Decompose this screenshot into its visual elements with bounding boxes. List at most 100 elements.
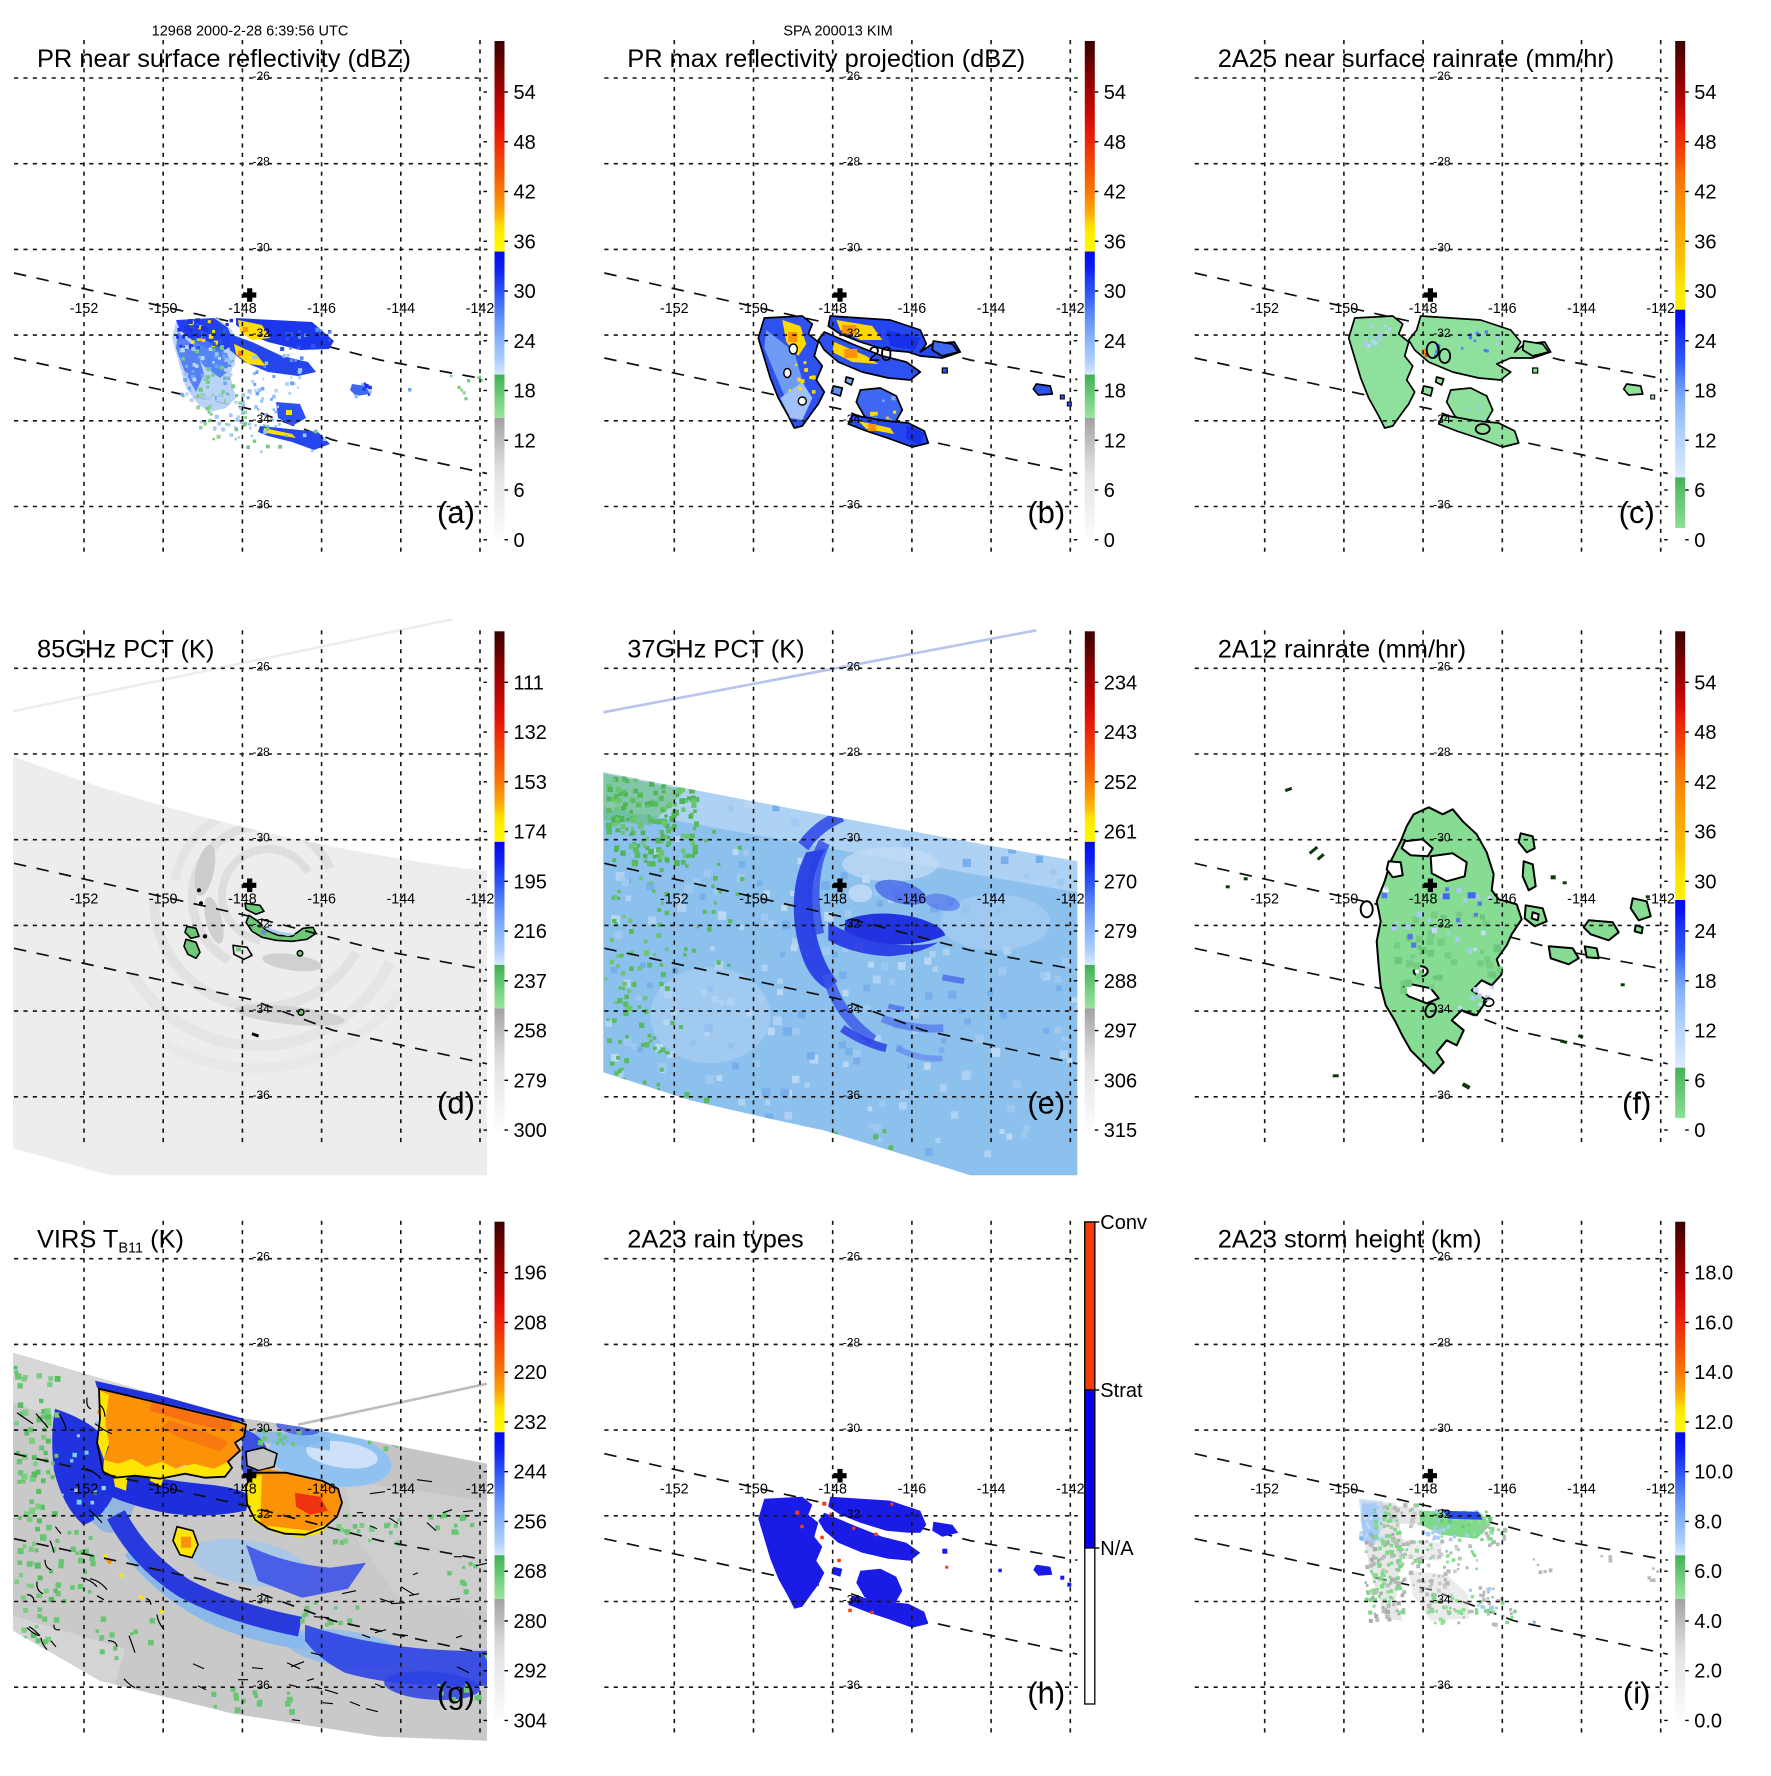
svg-text:-26: -26 — [253, 1250, 271, 1264]
svg-text:42: 42 — [1694, 182, 1716, 204]
svg-text:36: 36 — [1104, 231, 1126, 253]
svg-text:-142: -142 — [1646, 891, 1675, 907]
svg-text:-26: -26 — [843, 659, 861, 673]
svg-text:258: 258 — [514, 1021, 547, 1043]
svg-text:54: 54 — [1694, 82, 1716, 104]
svg-text:111: 111 — [514, 672, 544, 694]
svg-text:24: 24 — [1694, 921, 1716, 943]
svg-text:-146: -146 — [307, 1482, 336, 1498]
svg-text:234: 234 — [1104, 672, 1137, 694]
svg-text:30: 30 — [1104, 281, 1126, 303]
svg-text:12: 12 — [1104, 430, 1126, 452]
svg-text:0: 0 — [1104, 530, 1115, 552]
svg-text:174: 174 — [514, 822, 547, 844]
svg-text:-152: -152 — [1250, 301, 1279, 317]
svg-text:36: 36 — [1694, 231, 1716, 253]
svg-text:-152: -152 — [660, 1482, 689, 1498]
svg-text:-34: -34 — [843, 412, 861, 426]
svg-text:196: 196 — [514, 1263, 547, 1285]
svg-text:54: 54 — [1694, 672, 1716, 694]
svg-text:(h): (h) — [1027, 1676, 1065, 1711]
svg-text:24: 24 — [1694, 331, 1716, 353]
svg-text:(b): (b) — [1027, 495, 1065, 530]
svg-text:24: 24 — [1104, 331, 1126, 353]
svg-text:270: 270 — [1104, 871, 1137, 893]
svg-text:-36: -36 — [843, 1678, 861, 1692]
svg-text:-36: -36 — [253, 1088, 271, 1102]
svg-text:SPA 200013 KIM: SPA 200013 KIM — [783, 24, 892, 40]
svg-text:37GHz PCT (K): 37GHz PCT (K) — [627, 635, 804, 663]
svg-text:-148: -148 — [818, 1482, 847, 1498]
svg-text:-152: -152 — [70, 1482, 99, 1498]
svg-text:(f): (f) — [1622, 1085, 1651, 1120]
svg-text:-34: -34 — [253, 1002, 271, 1016]
svg-text:-152: -152 — [660, 891, 689, 907]
svg-text:279: 279 — [1104, 921, 1137, 943]
svg-text:-28: -28 — [843, 155, 861, 169]
svg-text:292: 292 — [514, 1661, 547, 1683]
svg-text:36: 36 — [1694, 822, 1716, 844]
svg-text:2.0: 2.0 — [1694, 1661, 1722, 1683]
svg-text:12: 12 — [1694, 1021, 1716, 1043]
svg-text:-150: -150 — [739, 301, 768, 317]
svg-text:-32: -32 — [1433, 1507, 1451, 1521]
svg-text:0: 0 — [1694, 1120, 1705, 1142]
svg-text:(e): (e) — [1027, 1085, 1065, 1120]
svg-text:-150: -150 — [149, 301, 178, 317]
svg-text:36: 36 — [514, 231, 536, 253]
svg-text:-152: -152 — [1250, 1482, 1279, 1498]
svg-text:-146: -146 — [1488, 1482, 1517, 1498]
svg-text:-34: -34 — [843, 1593, 861, 1607]
svg-text:-28: -28 — [253, 745, 271, 759]
svg-text:12968 2000-2-28 6:39:56 UTC: 12968 2000-2-28 6:39:56 UTC — [152, 24, 349, 40]
svg-text:(g): (g) — [437, 1676, 475, 1711]
svg-text:-142: -142 — [1646, 301, 1675, 317]
svg-text:297: 297 — [1104, 1021, 1137, 1043]
svg-text:304: 304 — [514, 1710, 547, 1732]
svg-text:12.0: 12.0 — [1694, 1412, 1733, 1434]
svg-text:-146: -146 — [1488, 891, 1517, 907]
svg-text:42: 42 — [514, 182, 536, 204]
svg-text:42: 42 — [1694, 772, 1716, 794]
svg-text:132: 132 — [514, 722, 547, 744]
svg-text:-150: -150 — [149, 891, 178, 907]
svg-text:-144: -144 — [977, 301, 1006, 317]
svg-text:-150: -150 — [739, 891, 768, 907]
svg-text:-146: -146 — [898, 891, 927, 907]
svg-text:48: 48 — [1694, 722, 1716, 744]
svg-text:6: 6 — [1694, 480, 1705, 502]
svg-text:-32: -32 — [1433, 916, 1451, 930]
svg-text:-32: -32 — [1433, 326, 1451, 340]
svg-text:16.0: 16.0 — [1694, 1312, 1733, 1334]
svg-text:10.0: 10.0 — [1694, 1462, 1733, 1484]
svg-text:232: 232 — [514, 1412, 547, 1434]
svg-text:256: 256 — [514, 1511, 547, 1533]
svg-text:6: 6 — [1694, 1070, 1705, 1092]
svg-text:-36: -36 — [843, 498, 861, 512]
svg-text:-148: -148 — [818, 301, 847, 317]
svg-text:-148: -148 — [1409, 301, 1438, 317]
svg-text:-148: -148 — [228, 1482, 257, 1498]
svg-text:18: 18 — [1694, 971, 1716, 993]
svg-text:-30: -30 — [1433, 1421, 1451, 1435]
svg-text:2A23 storm height (km): 2A23 storm height (km) — [1218, 1226, 1482, 1254]
svg-text:-152: -152 — [70, 301, 99, 317]
svg-text:-34: -34 — [1433, 1002, 1451, 1016]
svg-text:-150: -150 — [1330, 891, 1359, 907]
svg-text:6: 6 — [1104, 480, 1115, 502]
svg-text:-144: -144 — [1567, 891, 1596, 907]
svg-text:-36: -36 — [253, 1678, 271, 1692]
svg-text:Strat: Strat — [1100, 1380, 1143, 1402]
svg-text:-142: -142 — [1646, 1482, 1675, 1498]
svg-text:54: 54 — [1104, 82, 1126, 104]
svg-text:-30: -30 — [843, 240, 861, 254]
svg-text:(c): (c) — [1619, 495, 1655, 530]
svg-text:216: 216 — [514, 921, 547, 943]
svg-text:-152: -152 — [70, 891, 99, 907]
svg-text:261: 261 — [1104, 822, 1137, 844]
svg-text:-142: -142 — [1056, 891, 1085, 907]
svg-text:30: 30 — [514, 281, 536, 303]
svg-text:-144: -144 — [386, 301, 415, 317]
svg-text:-146: -146 — [1488, 301, 1517, 317]
svg-text:-144: -144 — [1567, 1482, 1596, 1498]
